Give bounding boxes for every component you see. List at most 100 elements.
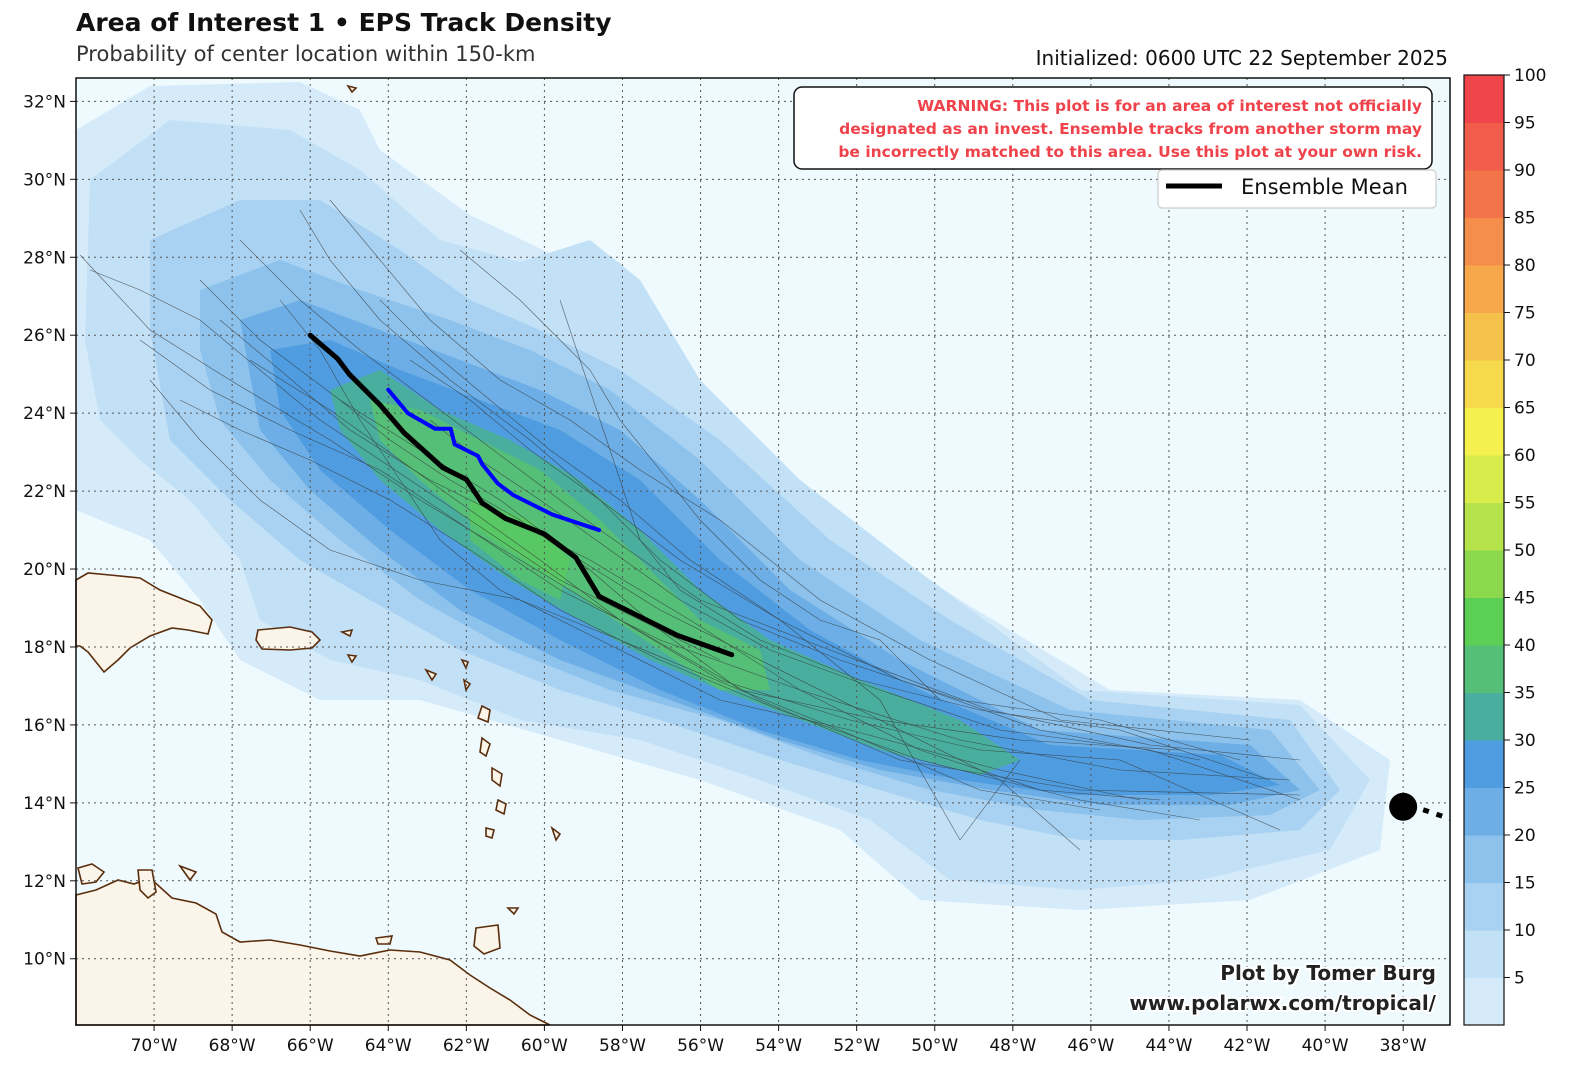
operational-track <box>386 387 602 533</box>
legend-mean-label: Ensemble Mean <box>1241 175 1408 199</box>
colorbar-segment <box>1464 170 1504 218</box>
member-track <box>459 249 941 701</box>
small-island <box>339 628 354 638</box>
small-island <box>177 864 198 882</box>
colorbar-label: 25 <box>1514 779 1536 799</box>
colorbar-label: 100 <box>1514 66 1546 86</box>
lon-label: 58°W <box>599 1036 646 1056</box>
colorbar-label: 65 <box>1514 399 1536 419</box>
lon-label: 40°W <box>1302 1036 1349 1056</box>
colorbar-label: 75 <box>1514 304 1536 324</box>
legend-frame <box>1157 169 1437 209</box>
small-island <box>346 654 358 664</box>
small-island <box>77 863 106 885</box>
lon-label: 38°W <box>1380 1036 1427 1056</box>
lon-label: 42°W <box>1224 1036 1271 1056</box>
ensemble-mean-track <box>307 332 735 658</box>
colorbar-label: 80 <box>1514 256 1536 276</box>
small-island <box>137 869 157 900</box>
lat-label: 28°N <box>23 248 66 268</box>
small-island <box>485 826 495 840</box>
lon-label: 46°W <box>1067 1036 1114 1056</box>
lon-label: 44°W <box>1145 1036 1192 1056</box>
member-track <box>429 419 1301 801</box>
colorbar-label: 5 <box>1514 969 1525 989</box>
lon-label: 66°W <box>287 1036 334 1056</box>
lat-label: 22°N <box>23 482 66 502</box>
member-track <box>219 319 1161 801</box>
colorbar-label: 15 <box>1514 874 1536 894</box>
small-island <box>346 84 358 94</box>
plot-frame <box>75 77 1451 1026</box>
land-masses <box>75 84 562 1026</box>
lon-label: 52°W <box>833 1036 880 1056</box>
colorbar-segment <box>1464 75 1504 123</box>
member-track <box>89 269 721 661</box>
colorbar-label: 20 <box>1514 826 1536 846</box>
lat-label: 26°N <box>23 326 66 346</box>
colorbar-segment <box>1464 407 1504 456</box>
member-track <box>249 359 1281 831</box>
lon-label: 56°W <box>677 1036 724 1056</box>
lat-label: 32°N <box>23 92 66 112</box>
legend: Ensemble Mean <box>1157 169 1437 209</box>
colorbar-segment <box>1464 740 1504 788</box>
member-track <box>379 299 1021 841</box>
lon-label: 48°W <box>989 1036 1036 1056</box>
credit-author: Plot by Tomer Burg <box>1220 961 1436 985</box>
colorbar-label: 30 <box>1514 731 1536 751</box>
hispaniola-land <box>75 572 213 674</box>
colorbar-segment <box>1464 122 1504 171</box>
credit: Plot by Tomer Burg www.polarwx.com/tropi… <box>1127 959 1438 1017</box>
colorbar-segment <box>1464 645 1504 693</box>
latitude-labels: 32°N 30°N 28°N 26°N 24°N 22°N 20°N 18°N 16°N 14°N… <box>23 92 76 970</box>
lon-label: 50°W <box>911 1036 958 1056</box>
lon-label: 54°W <box>755 1036 802 1056</box>
small-island <box>462 678 472 693</box>
colorbar-segment <box>1464 360 1504 408</box>
small-island <box>477 704 491 724</box>
colorbar-label: 35 <box>1514 684 1536 704</box>
colorbar-segment <box>1464 977 1504 1026</box>
colorbar-label: 10 <box>1514 921 1536 941</box>
small-island <box>506 907 520 916</box>
colorbar-segment <box>1464 597 1504 646</box>
lat-label: 24°N <box>23 404 66 424</box>
colorbar-segment <box>1464 787 1504 836</box>
page-title: Area of Interest 1 • EPS Track Density <box>76 8 612 37</box>
small-island <box>374 935 394 945</box>
lat-label: 20°N <box>23 560 66 580</box>
member-track <box>179 399 1201 821</box>
trinidad-land <box>473 924 501 955</box>
initialized-time: Initialized: 0600 UTC 22 September 2025 <box>1035 46 1448 70</box>
colorbar-label: 85 <box>1514 209 1536 229</box>
warning-line-2: designated as an invest. Ensemble tracks… <box>839 120 1422 138</box>
small-island <box>550 825 562 842</box>
lon-label: 70°W <box>131 1036 178 1056</box>
member-track <box>339 399 1101 811</box>
lat-label: 18°N <box>23 638 66 658</box>
colorbar-label: 70 <box>1514 351 1536 371</box>
warning-box-frame <box>793 86 1433 170</box>
colorbar-label: 40 <box>1514 636 1536 656</box>
colorbar-label: 45 <box>1514 589 1536 609</box>
colorbar-segment <box>1464 930 1504 978</box>
storm-motion-dotted-line <box>1422 807 1451 822</box>
colorbar-segment <box>1464 217 1504 266</box>
lat-label: 30°N <box>23 170 66 190</box>
density-40-contour <box>370 400 770 690</box>
probability-colorbar <box>1464 75 1504 1026</box>
lon-label: 62°W <box>443 1036 490 1056</box>
colorbar-segment <box>1464 882 1504 931</box>
longitude-labels: 70°W 68°W 66°W 64°W 62°W 60°W 58°W 56°W 54°W 52°W… <box>131 1025 1427 1056</box>
colorbar-label: 95 <box>1514 114 1536 134</box>
colorbar-label: 50 <box>1514 541 1536 561</box>
lon-label: 68°W <box>209 1036 256 1056</box>
puerto-rico-land <box>255 626 322 651</box>
lat-label: 12°N <box>23 872 66 892</box>
warning-line-3: be incorrectly matched to this area. Use… <box>838 143 1422 161</box>
gridlines <box>76 78 1450 1025</box>
colorbar-segment <box>1464 455 1504 503</box>
colorbar-segment <box>1464 502 1504 551</box>
